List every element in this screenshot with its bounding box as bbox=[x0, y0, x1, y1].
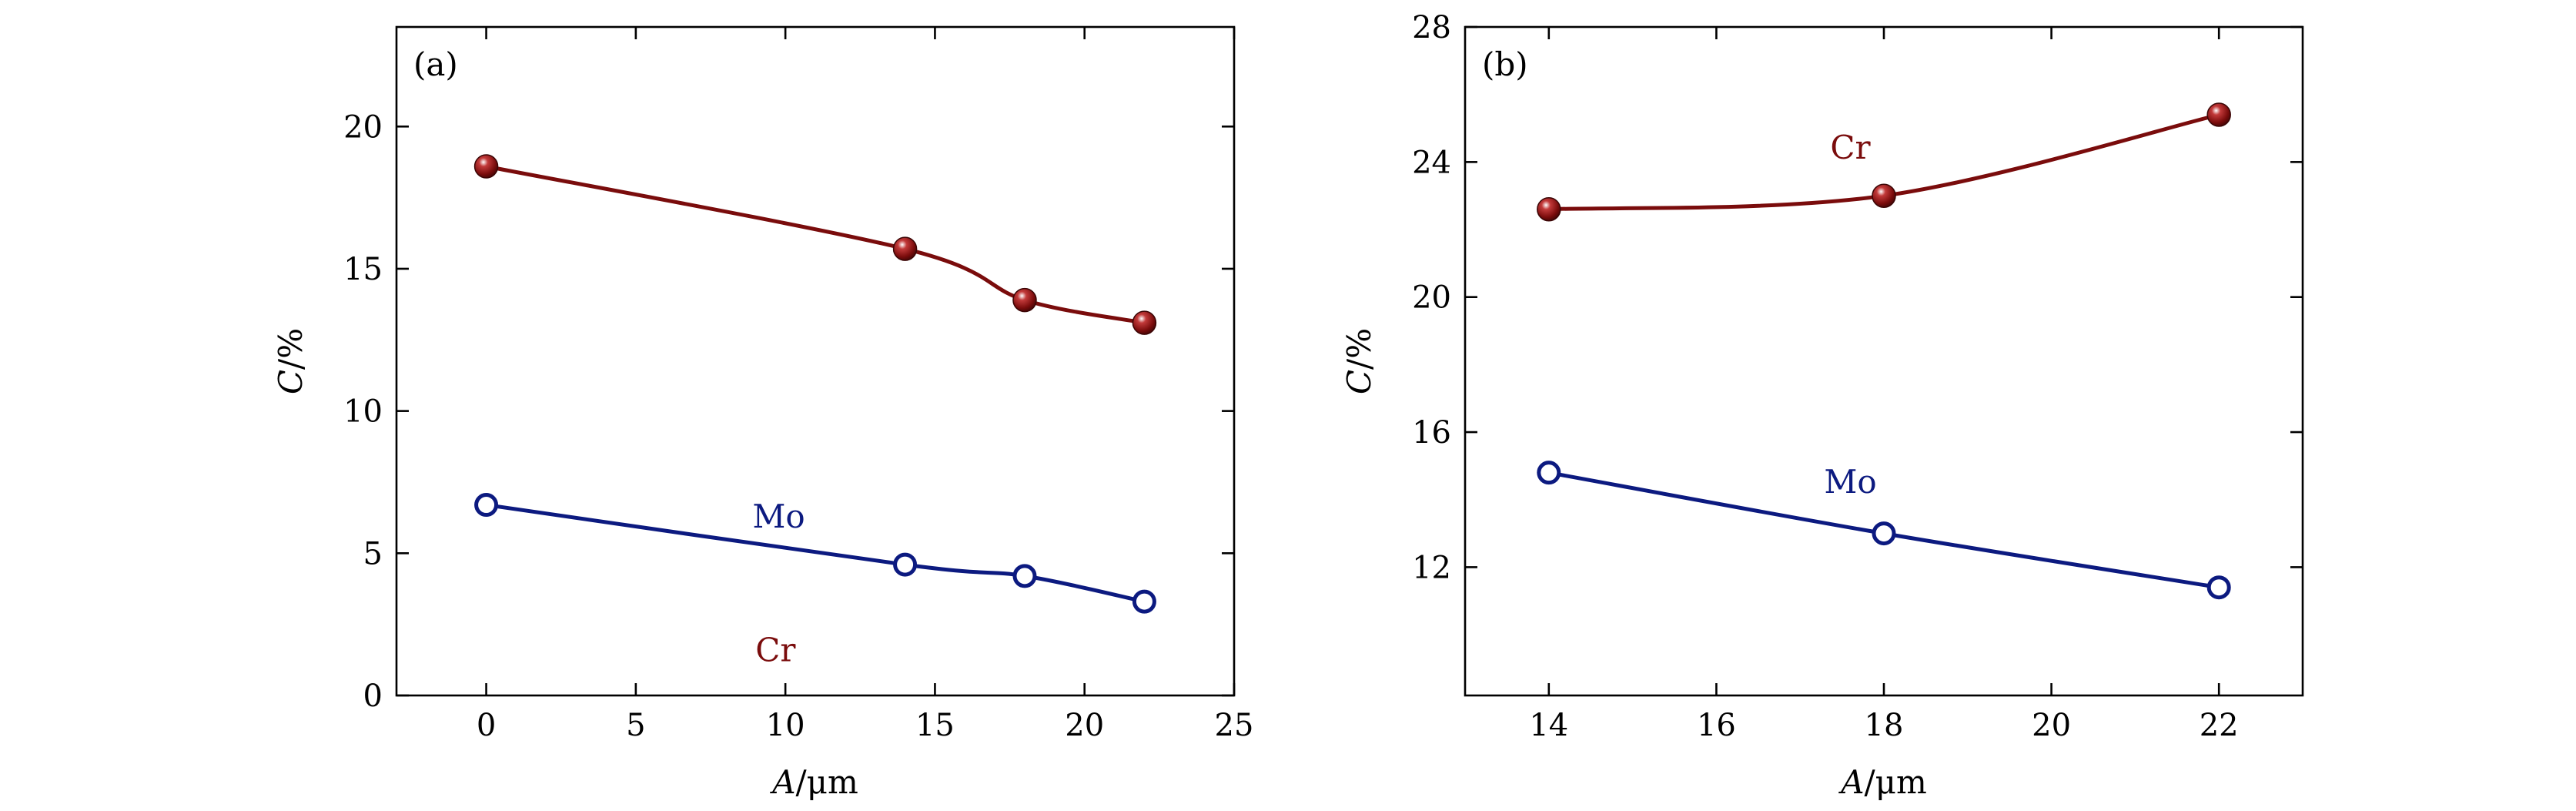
mo-series-label: Mo bbox=[752, 498, 805, 535]
x-tick-label: 20 bbox=[2032, 708, 2071, 743]
panel-b: 14 16 18 20 22 12 16 20 24 28 Cr Mo (b) A/μm C/% bbox=[1340, 10, 2304, 801]
y-tick-label: 28 bbox=[1412, 10, 1451, 45]
panel-a-ticks: 0 5 10 15 20 25 0 5 10 15 20 bbox=[343, 27, 1253, 743]
cr-series-label: Cr bbox=[755, 632, 796, 669]
mo-data-point bbox=[1537, 461, 1561, 485]
cr-data-point bbox=[473, 154, 499, 179]
y-tick-label: 20 bbox=[343, 109, 383, 145]
cr-data-point bbox=[2206, 102, 2231, 127]
panel-b-x-axis-title: A/μm bbox=[1838, 763, 1927, 801]
y-tick-label: 24 bbox=[1412, 145, 1451, 180]
x-tick-label: 22 bbox=[2200, 708, 2239, 743]
mo-series-label: Mo bbox=[1824, 463, 1876, 501]
mo-data-point bbox=[474, 493, 499, 518]
y-tick-label: 20 bbox=[1412, 280, 1451, 316]
mo-data-point bbox=[893, 552, 918, 577]
panel-a: 0 5 10 15 20 25 0 5 10 15 20 Cr Mo (a) A/μm C/% bbox=[272, 25, 1253, 801]
x-tick-label: 25 bbox=[1215, 708, 1254, 743]
mo-data-point bbox=[1132, 589, 1156, 614]
panel-a-label: (a) bbox=[413, 45, 458, 83]
x-tick-label: 20 bbox=[1065, 708, 1104, 743]
cr-data-point bbox=[1872, 183, 1896, 208]
mo-series-line bbox=[484, 503, 1146, 604]
mo-data-point bbox=[1872, 521, 1896, 546]
y-tick-label: 5 bbox=[363, 536, 383, 571]
panel-b-label: (b) bbox=[1482, 45, 1528, 83]
x-tick-label: 0 bbox=[477, 708, 496, 743]
x-tick-label: 10 bbox=[766, 708, 805, 743]
cr-series-label: Cr bbox=[1830, 129, 1871, 166]
y-tick-label: 15 bbox=[343, 252, 383, 287]
mo-data-point bbox=[1012, 564, 1037, 588]
cr-data-point bbox=[1132, 310, 1157, 335]
panel-a-x-axis-title: A/μm bbox=[769, 763, 858, 801]
cr-data-point bbox=[1012, 287, 1037, 313]
y-tick-label: 12 bbox=[1412, 550, 1451, 585]
panel-a-frame bbox=[395, 25, 1236, 697]
cr-data-point bbox=[892, 236, 918, 261]
x-tick-label: 16 bbox=[1697, 708, 1736, 743]
cr-data-point bbox=[1537, 196, 1561, 222]
y-tick-label: 16 bbox=[1412, 415, 1451, 451]
panel-a-series: Cr Mo bbox=[473, 154, 1157, 669]
x-tick-label: 18 bbox=[1865, 708, 1904, 743]
x-tick-label: 5 bbox=[626, 708, 645, 743]
y-tick-label: 0 bbox=[363, 679, 383, 714]
y-tick-label: 10 bbox=[343, 394, 383, 430]
panel-b-ticks: 14 16 18 20 22 12 16 20 24 28 bbox=[1412, 10, 2303, 743]
panel-b-series: Cr Mo bbox=[1537, 102, 2231, 600]
x-tick-label: 14 bbox=[1529, 708, 1568, 743]
mo-data-point bbox=[2206, 575, 2231, 600]
x-tick-label: 15 bbox=[915, 708, 955, 743]
cr-series-line bbox=[484, 164, 1146, 325]
panel-b-y-axis-title: C/% bbox=[1340, 328, 1378, 394]
panel-a-y-axis-title: C/% bbox=[272, 328, 309, 394]
